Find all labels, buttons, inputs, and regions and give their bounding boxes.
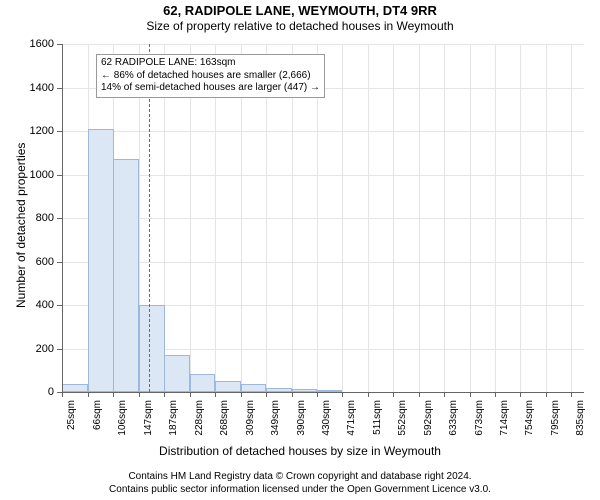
x-tick-label: 309sqm: [245, 400, 256, 448]
histogram-bar: [164, 355, 190, 392]
x-axis: [62, 392, 584, 393]
grid-line-v: [444, 44, 445, 392]
footer-line: Contains public sector information licen…: [0, 483, 600, 496]
x-tick-label: 552sqm: [397, 400, 408, 448]
x-tick-label: 714sqm: [499, 400, 510, 448]
y-axis: [62, 44, 63, 392]
chart-title: 62, RADIPOLE LANE, WEYMOUTH, DT4 9RR: [0, 3, 600, 18]
histogram-bar: [88, 129, 114, 392]
y-tick-label: 800: [0, 212, 54, 224]
grid-line-h: [62, 218, 584, 219]
grid-line-v: [419, 44, 420, 392]
x-tick-label: 511sqm: [372, 400, 383, 448]
histogram-bar: [113, 159, 139, 392]
grid-line-h: [62, 262, 584, 263]
x-tick-label: 795sqm: [550, 400, 561, 448]
x-tick-label: 106sqm: [117, 400, 128, 448]
x-tick-label: 187sqm: [168, 400, 179, 448]
x-tick-label: 349sqm: [270, 400, 281, 448]
grid-line-v: [470, 44, 471, 392]
histogram-bar: [215, 381, 241, 392]
histogram-bar: [139, 305, 165, 392]
grid-line-h: [62, 131, 584, 132]
grid-line-h: [62, 44, 584, 45]
y-tick-label: 200: [0, 343, 54, 355]
histogram-bar: [241, 384, 267, 392]
grid-line-h: [62, 175, 584, 176]
x-tick-label: 228sqm: [194, 400, 205, 448]
y-tick-label: 400: [0, 299, 54, 311]
grid-line-v: [368, 44, 369, 392]
x-tick-label: 66sqm: [92, 400, 103, 448]
x-tick-label: 25sqm: [66, 400, 77, 448]
x-tick-label: 471sqm: [346, 400, 357, 448]
grid-line-v: [342, 44, 343, 392]
y-tick-label: 1400: [0, 82, 54, 94]
grid-line-v: [495, 44, 496, 392]
annotation-line: ← 86% of detached houses are smaller (2,…: [101, 70, 320, 83]
annotation-box: 62 RADIPOLE LANE: 163sqm ← 86% of detach…: [96, 54, 325, 98]
x-tick-label: 147sqm: [143, 400, 154, 448]
grid-line-v: [571, 44, 572, 392]
x-tick-label: 390sqm: [296, 400, 307, 448]
y-axis-label: Number of detached properties: [14, 143, 28, 308]
chart-title-block: 62, RADIPOLE LANE, WEYMOUTH, DT4 9RR Siz…: [0, 3, 600, 33]
histogram-bar: [62, 384, 88, 392]
y-tick-label: 1600: [0, 38, 54, 50]
grid-line-v: [546, 44, 547, 392]
footer-line: Contains HM Land Registry data © Crown c…: [0, 470, 600, 483]
x-tick-label: 592sqm: [423, 400, 434, 448]
x-tick-label: 430sqm: [321, 400, 332, 448]
grid-line-v: [520, 44, 521, 392]
y-tick-label: 0: [0, 386, 54, 398]
x-tick-label: 835sqm: [575, 400, 586, 448]
y-tick-label: 1200: [0, 125, 54, 137]
grid-line-v: [393, 44, 394, 392]
annotation-line: 62 RADIPOLE LANE: 163sqm: [101, 57, 320, 70]
x-tick-label: 754sqm: [524, 400, 535, 448]
histogram-bar: [190, 374, 216, 392]
x-tick-label: 633sqm: [448, 400, 459, 448]
y-tick-label: 600: [0, 256, 54, 268]
x-tick-label: 673sqm: [474, 400, 485, 448]
x-tick-label: 268sqm: [219, 400, 230, 448]
annotation-line: 14% of semi-detached houses are larger (…: [101, 82, 320, 95]
chart-footer: Contains HM Land Registry data © Crown c…: [0, 470, 600, 496]
y-tick-label: 1000: [0, 169, 54, 181]
chart-subtitle: Size of property relative to detached ho…: [0, 19, 600, 33]
